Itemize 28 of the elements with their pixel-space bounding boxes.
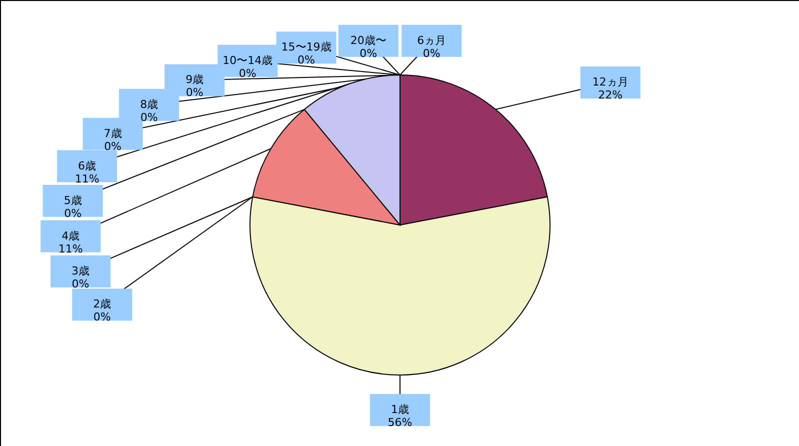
data-label: 11% xyxy=(58,242,83,256)
text: 0% xyxy=(72,277,90,290)
text: 0% xyxy=(93,310,111,324)
category-label: 20歳〜 xyxy=(350,34,386,47)
category-label: 3歳 xyxy=(72,264,90,278)
slice-label: 6歳 xyxy=(78,159,96,172)
text: 0% xyxy=(238,66,256,80)
slice-label: 1歳 xyxy=(391,403,409,416)
text: 0% xyxy=(298,54,315,67)
slice-label: 4歳 xyxy=(62,229,80,242)
category-label: 6ヵ月 xyxy=(417,34,446,47)
text: 0% xyxy=(186,86,204,100)
category-label: 7歳 xyxy=(104,126,122,140)
text: 0% xyxy=(422,46,440,60)
category-label: 9歳 xyxy=(186,73,204,86)
category-label: 10〜14歳 xyxy=(222,54,273,67)
data-label: 22% xyxy=(598,88,623,102)
text: 0% xyxy=(360,46,378,60)
text: 0% xyxy=(104,140,122,153)
category-label: 5歳 xyxy=(64,194,82,207)
data-label: 56% xyxy=(388,416,412,429)
category-label: 2歳 xyxy=(93,298,112,311)
data-label: 11% xyxy=(74,172,100,186)
text: 0% xyxy=(64,206,82,220)
category-label: 15〜19歳 xyxy=(281,40,332,54)
text: 0% xyxy=(140,110,158,124)
slice-label: 12ヵ月 xyxy=(592,75,628,88)
category-label: 8歳 xyxy=(140,98,158,111)
